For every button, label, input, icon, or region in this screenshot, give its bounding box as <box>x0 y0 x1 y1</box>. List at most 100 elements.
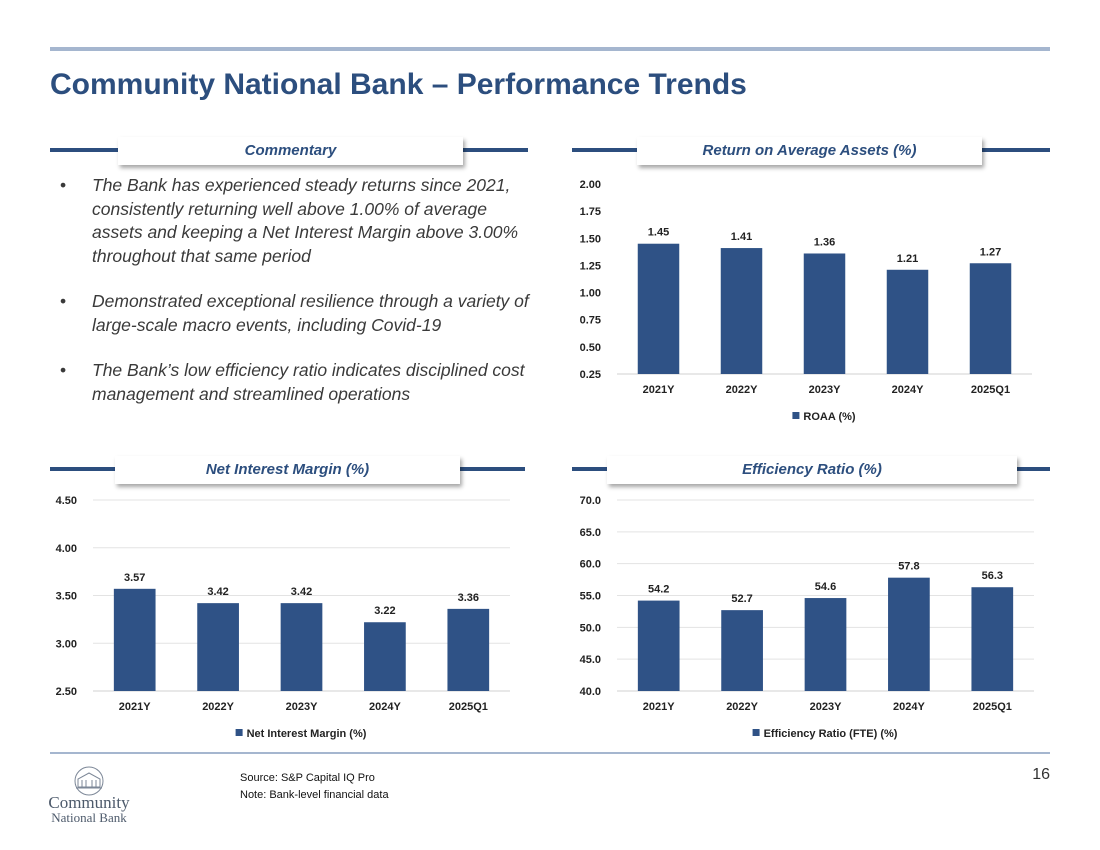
data-label: 54.6 <box>815 581 836 593</box>
bar <box>280 603 323 691</box>
x-tick-label: 2025Q1 <box>973 701 1012 713</box>
data-label: 57.8 <box>898 561 919 573</box>
page-number: 16 <box>1032 766 1050 783</box>
bar <box>721 610 763 691</box>
data-label: 54.2 <box>648 584 669 596</box>
y-tick-label: 4.00 <box>56 543 77 555</box>
bar <box>804 598 847 691</box>
y-tick-label: 0.50 <box>580 342 601 354</box>
y-tick-label: 55.0 <box>580 591 601 603</box>
legend-label: ROAA (%) <box>803 411 855 423</box>
x-tick-label: 2025Q1 <box>971 384 1010 396</box>
y-tick-label: 3.50 <box>56 591 77 603</box>
bar <box>113 588 156 691</box>
source-notes: Source: S&P Capital IQ Pro Note: Bank-le… <box>240 770 389 804</box>
page-title: Community National Bank – Performance Tr… <box>50 68 747 101</box>
bullet-icon: • <box>60 360 67 380</box>
legend-label: Net Interest Margin (%) <box>247 728 367 740</box>
commentary-heading: Commentary <box>118 137 463 165</box>
y-tick-label: 1.00 <box>580 288 601 300</box>
x-tick-label: 2022Y <box>202 701 234 713</box>
legend-swatch <box>752 729 760 736</box>
x-tick-label: 2025Q1 <box>449 701 488 713</box>
bar <box>364 622 406 691</box>
nim-chart-title: Net Interest Margin (%) <box>115 456 460 484</box>
legend-swatch <box>792 412 800 419</box>
bar <box>886 269 929 374</box>
bank-logo: Community National Bank <box>44 765 134 833</box>
commentary-item: • The Bank’s low efficiency ratio indicat… <box>60 359 530 406</box>
commentary-text: Demonstrated exceptional resilience thro… <box>92 291 529 335</box>
data-label: 3.36 <box>458 592 479 604</box>
x-tick-label: 2024Y <box>369 701 401 713</box>
x-tick-label: 2021Y <box>643 701 675 713</box>
logo-text-line2: National Bank <box>51 810 127 825</box>
bar <box>720 248 763 374</box>
data-label: 52.7 <box>731 593 752 605</box>
y-tick-label: 70.0 <box>580 495 601 507</box>
y-tick-label: 4.50 <box>56 495 77 507</box>
x-tick-label: 2023Y <box>810 701 842 713</box>
roaa-chart-title: Return on Average Assets (%) <box>637 137 982 165</box>
y-tick-label: 1.50 <box>580 233 601 245</box>
data-label: 56.3 <box>982 570 1003 582</box>
x-tick-label: 2023Y <box>809 384 841 396</box>
data-label: 1.36 <box>814 236 835 248</box>
data-label: 3.57 <box>124 572 145 584</box>
efficiency-chart-title: Efficiency Ratio (%) <box>607 456 1017 484</box>
y-tick-label: 1.75 <box>580 206 601 218</box>
data-label: 1.27 <box>980 246 1001 258</box>
x-tick-label: 2022Y <box>726 701 758 713</box>
data-label: 3.42 <box>207 586 228 598</box>
y-tick-label: 0.25 <box>580 369 601 381</box>
chart-legend: ROAA (%) <box>792 411 856 423</box>
source-text: Source: S&P Capital IQ Pro <box>240 772 375 784</box>
y-tick-label: 50.0 <box>580 622 601 634</box>
bar <box>971 587 1014 691</box>
data-label: 1.45 <box>648 227 669 239</box>
bar <box>637 243 680 374</box>
bar <box>888 577 930 691</box>
bullet-icon: • <box>60 291 67 311</box>
y-tick-label: 2.50 <box>56 686 77 698</box>
data-label: 1.21 <box>897 253 918 265</box>
x-tick-label: 2024Y <box>893 701 925 713</box>
y-tick-label: 1.25 <box>580 260 601 272</box>
bar <box>637 600 680 691</box>
chart-legend: Efficiency Ratio (FTE) (%) <box>752 728 898 740</box>
x-tick-label: 2022Y <box>726 384 758 396</box>
bar <box>969 263 1012 374</box>
data-label: 3.22 <box>374 605 395 617</box>
data-label: 1.41 <box>731 231 752 243</box>
bullet-icon: • <box>60 175 67 195</box>
data-label: 3.42 <box>291 586 312 598</box>
nim-chart: 4.50 4.00 3.50 3.00 2.50 3.57 2021Y 3.42 2022Y 3.… <box>56 495 510 740</box>
legend-swatch <box>235 729 243 736</box>
x-tick-label: 2021Y <box>119 701 151 713</box>
x-tick-label: 2023Y <box>286 701 318 713</box>
x-tick-label: 2021Y <box>643 384 675 396</box>
roaa-chart: 2.00 1.75 1.50 1.25 1.00 0.75 0.50 0.25 1.45 2021… <box>580 179 1032 423</box>
commentary-list: • The Bank has experienced steady returns… <box>60 174 530 428</box>
x-tick-label: 2024Y <box>892 384 924 396</box>
bottom-rule <box>50 752 1050 754</box>
chart-legend: Net Interest Margin (%) <box>235 728 367 740</box>
commentary-text: The Bank’s low efficiency ratio indicate… <box>92 360 525 404</box>
commentary-item: • Demonstrated exceptional resilience thr… <box>60 290 530 337</box>
y-tick-label: 3.00 <box>56 638 77 650</box>
y-tick-label: 0.75 <box>580 315 601 327</box>
y-tick-label: 45.0 <box>580 654 601 666</box>
y-tick-label: 65.0 <box>580 527 601 539</box>
top-rule <box>50 47 1050 51</box>
efficiency-chart: 70.0 65.0 60.0 55.0 50.0 45.0 40.0 54.2 2021Y 52.… <box>580 495 1034 740</box>
bank-building-icon <box>74 766 104 796</box>
note-text: Note: Bank-level financial data <box>240 789 389 801</box>
y-tick-label: 2.00 <box>580 179 601 191</box>
commentary-text: The Bank has experienced steady returns … <box>92 175 519 266</box>
commentary-item: • The Bank has experienced steady returns… <box>60 174 530 268</box>
bar <box>447 608 490 691</box>
bar <box>197 603 239 691</box>
legend-label: Efficiency Ratio (FTE) (%) <box>764 728 898 740</box>
logo-text-line1: Community <box>48 793 130 812</box>
y-tick-label: 60.0 <box>580 559 601 571</box>
